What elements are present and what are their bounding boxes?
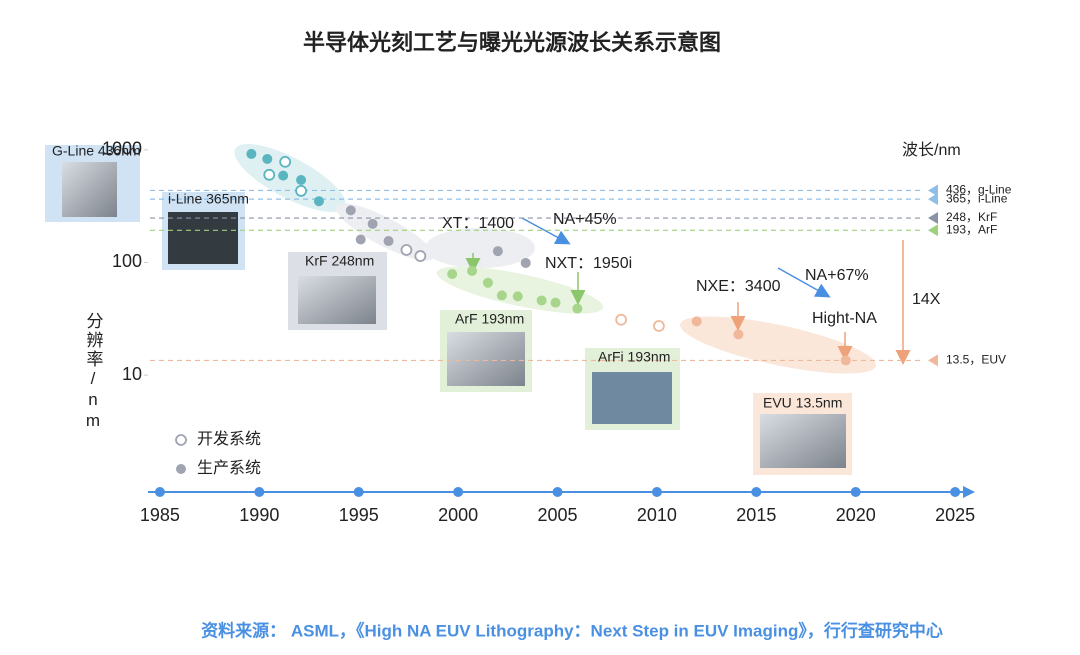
photo-label: EVU 13.5nm bbox=[763, 395, 842, 411]
point bbox=[536, 295, 547, 306]
chart-title: 半导体光刻工艺与曝光光源波长关系示意图 bbox=[303, 30, 721, 55]
point bbox=[512, 291, 523, 302]
point bbox=[262, 153, 273, 164]
x-tick bbox=[850, 487, 861, 497]
legend-label: 生产系统 bbox=[197, 459, 261, 477]
wavelength-label: 365，i-Line bbox=[946, 191, 1008, 205]
wavelength-label: 248，KrF bbox=[946, 210, 997, 224]
point bbox=[279, 155, 292, 168]
wavelength-marker bbox=[928, 224, 938, 237]
photo-label: ArF 193nm bbox=[455, 311, 524, 327]
annotation: NXE：3400 bbox=[696, 278, 781, 295]
photo-label: i-Line 365nm bbox=[168, 191, 249, 207]
wavelength-label: 436，g-Line bbox=[946, 183, 1012, 197]
point bbox=[653, 320, 665, 332]
photo-label: ArFi 193nm bbox=[598, 349, 670, 365]
point bbox=[295, 184, 307, 197]
wavelength-marker bbox=[928, 354, 938, 367]
point bbox=[400, 244, 413, 256]
annotation: XT：1400 bbox=[442, 215, 514, 232]
trend-bands bbox=[234, 143, 876, 374]
y-tick-label: 1000 bbox=[102, 139, 142, 159]
x-tick-label: 2005 bbox=[538, 505, 578, 525]
point bbox=[520, 257, 531, 268]
y-tick-label: 10 bbox=[122, 364, 142, 384]
wavelength-label: 193，ArF bbox=[946, 222, 997, 236]
annotation: NXT：1950i bbox=[545, 255, 632, 272]
point bbox=[414, 250, 427, 262]
x-tick-label: 2020 bbox=[836, 505, 876, 525]
point bbox=[263, 168, 276, 181]
x-tick-label: 2025 bbox=[935, 505, 975, 525]
point bbox=[367, 218, 378, 229]
point bbox=[246, 148, 257, 159]
annotation: 14X bbox=[912, 291, 941, 308]
point bbox=[355, 234, 366, 245]
wavelength-marker bbox=[928, 193, 938, 206]
point bbox=[615, 313, 628, 326]
photo-boxes bbox=[45, 145, 852, 475]
point bbox=[550, 297, 561, 308]
x-tick-label: 1985 bbox=[140, 505, 180, 525]
legend-marker bbox=[176, 464, 186, 474]
point bbox=[278, 170, 289, 181]
photo-label: G-Line 436nm bbox=[52, 143, 141, 159]
x-tick bbox=[552, 487, 563, 497]
x-tick bbox=[154, 487, 165, 497]
photo-label: KrF 248nm bbox=[305, 253, 374, 269]
point bbox=[345, 205, 356, 216]
point bbox=[572, 303, 583, 314]
x-tick bbox=[453, 487, 464, 497]
legend-marker bbox=[175, 434, 187, 446]
point bbox=[496, 290, 507, 301]
x-tick bbox=[751, 487, 762, 497]
x-tick-label: 1995 bbox=[339, 505, 379, 525]
annotation: Hight-NA bbox=[812, 310, 877, 327]
x-tick bbox=[651, 487, 662, 497]
point bbox=[840, 355, 851, 366]
wavelength-label: 13.5，EUV bbox=[946, 353, 1006, 367]
point bbox=[447, 269, 458, 280]
wavelength-title: 波长/nm bbox=[902, 141, 961, 159]
point bbox=[482, 277, 493, 288]
x-tick bbox=[254, 487, 265, 497]
x-tick-label: 1990 bbox=[239, 505, 279, 525]
source: 资料来源： ASML，《High NA EUV Lithography：Next… bbox=[201, 620, 943, 640]
y-tick-label: 100 bbox=[112, 251, 142, 271]
x-tick-label: 2000 bbox=[438, 505, 478, 525]
annotation: NA+67% bbox=[805, 267, 869, 284]
annotation: NA+45% bbox=[553, 211, 617, 228]
point bbox=[296, 174, 307, 185]
point bbox=[492, 246, 503, 257]
point bbox=[383, 236, 394, 247]
wavelength-marker bbox=[928, 212, 938, 225]
wavelength-marker bbox=[928, 184, 938, 197]
point bbox=[313, 196, 324, 207]
x-tick-label: 2010 bbox=[637, 505, 677, 525]
point bbox=[733, 329, 744, 340]
x-tick bbox=[353, 487, 364, 497]
point bbox=[691, 316, 702, 327]
x-tick-label: 2015 bbox=[736, 505, 776, 525]
legend-label: 开发系统 bbox=[197, 430, 261, 448]
point bbox=[467, 265, 478, 276]
x-axis-arrow bbox=[963, 486, 975, 498]
x-tick bbox=[950, 487, 961, 497]
y-axis-label: 分辨率/nm bbox=[84, 312, 104, 432]
